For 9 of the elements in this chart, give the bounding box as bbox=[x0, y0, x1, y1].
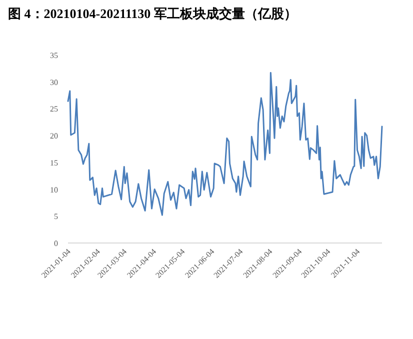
y-tick-label: 0 bbox=[54, 239, 58, 248]
y-tick-label: 30 bbox=[50, 78, 58, 87]
y-tick-label: 5 bbox=[54, 212, 58, 222]
y-tick-label: 15 bbox=[50, 158, 58, 168]
y-tick-label: 25 bbox=[50, 104, 58, 114]
y-tick-label: 20 bbox=[50, 132, 58, 141]
y-tick-label: 35 bbox=[50, 51, 58, 60]
title: 图 4：20210104-20211130 军工板块成交量（亿股） bbox=[8, 6, 297, 21]
y-tick-label: 10 bbox=[50, 185, 58, 194]
